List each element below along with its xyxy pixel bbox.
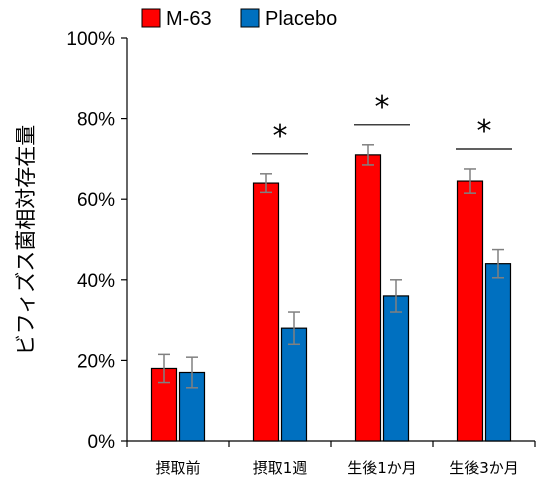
bar-m63 <box>150 367 178 442</box>
significance-star: * <box>375 90 390 125</box>
legend-swatch-2 <box>240 8 260 28</box>
legend-label-1: M-63 <box>166 8 212 30</box>
y-tick-label: 40% <box>77 271 115 292</box>
significance-star: * <box>477 114 492 149</box>
x-tick-label: 生後3か月 <box>449 459 519 477</box>
y-axis-label: ビフィズス菌相対存在量 <box>14 125 38 356</box>
legend-swatch-1 <box>141 8 161 28</box>
y-tick-label: 80% <box>77 110 115 131</box>
bar-placebo <box>280 327 308 442</box>
x-tick-label: 摂取1週 <box>253 459 308 477</box>
tick-labels: 0% 20% 40% 60% 80% 100% 摂取前 摂取1週 生後1か月 生後3か月 <box>66 29 518 477</box>
bars <box>150 144 512 442</box>
y-tick-label: 100% <box>66 29 115 50</box>
legend: M-63 Placebo <box>141 8 337 30</box>
y-tick-label: 0% <box>88 432 116 453</box>
legend-label-2: Placebo <box>265 8 337 30</box>
bar-m63 <box>252 182 280 442</box>
bar-m63 <box>354 154 382 442</box>
y-axis-label-group: ビフィズス菌相対存在量 <box>14 125 38 356</box>
y-tick-label: 20% <box>77 351 115 372</box>
x-tick-label: 生後1か月 <box>347 459 417 477</box>
bar-m63 <box>456 180 484 442</box>
y-tick-label: 60% <box>77 190 115 211</box>
bar-placebo <box>484 263 512 442</box>
significance-star: * <box>273 119 288 154</box>
significance-markers: * * * <box>252 90 512 155</box>
x-tick-label: 摂取前 <box>155 459 200 477</box>
bar-placebo <box>382 295 410 442</box>
